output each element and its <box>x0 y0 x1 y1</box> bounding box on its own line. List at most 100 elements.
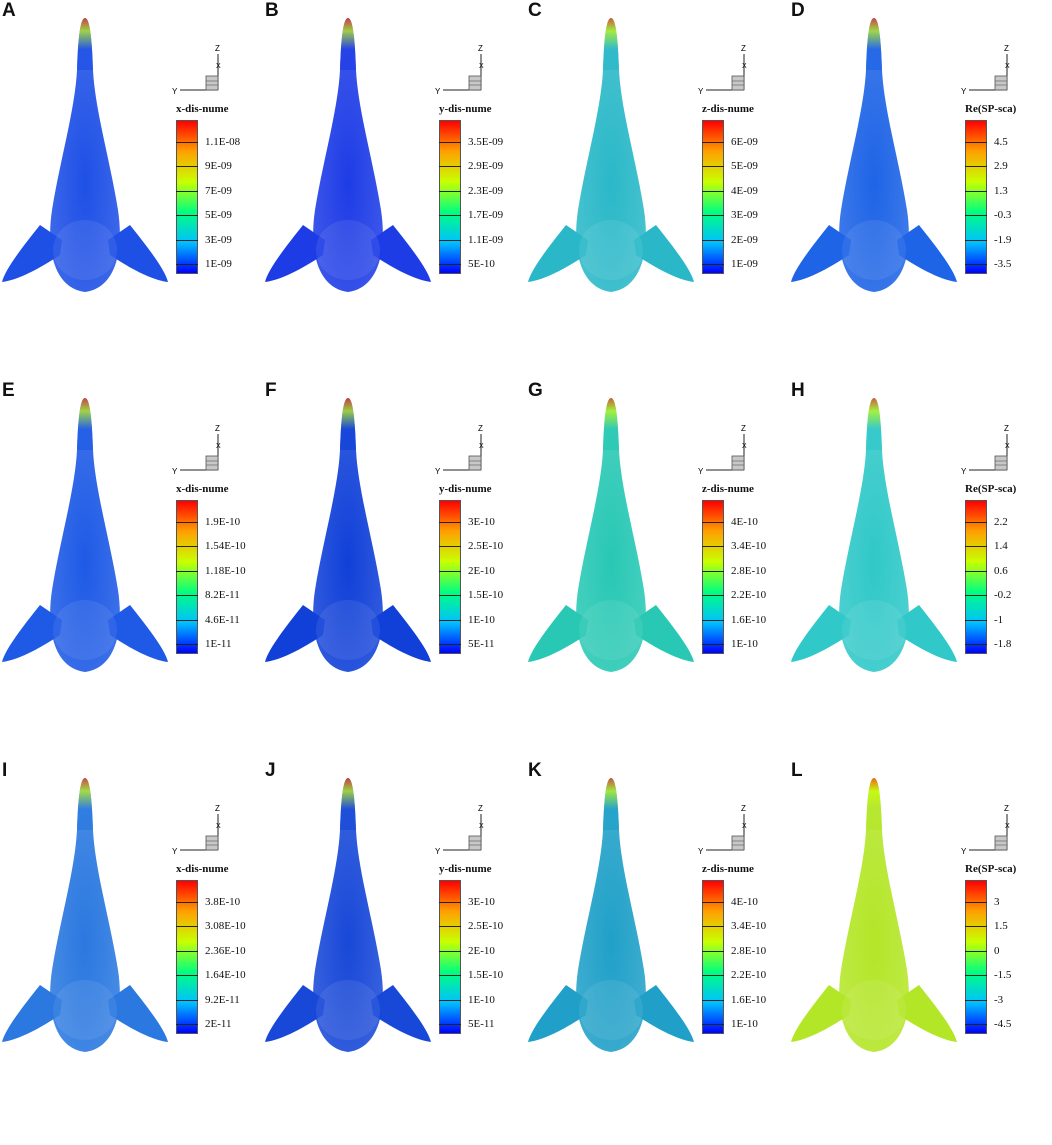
colorbar-tick <box>176 190 198 192</box>
fish-tail-highlight <box>340 398 356 450</box>
colorbar-tick <box>439 595 461 597</box>
colorbar-tick <box>965 239 987 241</box>
legend-title: y-dis-nume <box>439 863 492 875</box>
colorbar-tick <box>702 950 724 952</box>
panel-label: D <box>791 0 805 21</box>
colorbar-tick <box>439 166 461 168</box>
colorbar-tick <box>965 975 987 977</box>
axis-triad-icon: Y Z X <box>696 794 766 864</box>
colorbar-tick-label: 1.1E-09 <box>468 233 504 246</box>
colorbar-tick <box>702 190 724 192</box>
fish-fins <box>528 605 694 662</box>
panel-label: H <box>791 380 805 401</box>
colorbar-tick-label: 1.18E-10 <box>205 564 246 577</box>
axis-triad-icon: Y Z X <box>170 794 240 864</box>
colorbar-tick-label: 1E-11 <box>205 638 232 650</box>
colorbar-ticks: 3.5E-09 2.9E-09 2.3E-09 1.7E-09 1.1E-09 5E-10 <box>439 120 519 274</box>
legend-title: Re(SP-sca) <box>965 103 1017 115</box>
fish-contour-image <box>0 770 170 1060</box>
axis-x-label: X <box>216 63 221 70</box>
colorbar-tick <box>702 522 724 523</box>
fish-contour-image <box>526 10 696 300</box>
colorbar-tick <box>176 239 198 241</box>
colorbar-tick <box>965 902 987 903</box>
fish-body <box>50 18 120 292</box>
fish-tail-highlight <box>603 398 619 450</box>
colorbar-tick-label: 4E-10 <box>731 896 758 908</box>
legend-title: z-dis-nume <box>702 483 754 495</box>
fish-fins <box>528 225 694 282</box>
axis-x-label: X <box>1005 63 1010 70</box>
axis-y-label: Y <box>698 467 704 476</box>
fish-contour-image <box>0 390 170 680</box>
colorbar-tick <box>176 546 198 548</box>
axis-z-label: Z <box>1004 44 1009 53</box>
colorbar-tick-label: 3.4E-10 <box>731 920 767 933</box>
axis-z-label: Z <box>215 424 220 433</box>
colorbar-tick <box>965 264 987 265</box>
axis-x-label: X <box>479 443 484 450</box>
axis-triad-icon: Y Z X <box>959 414 1029 484</box>
legend-title: z-dis-nume <box>702 103 754 115</box>
colorbar-tick-label: -0.2 <box>994 589 1012 602</box>
colorbar-ticks: 3.8E-10 3.08E-10 2.36E-10 1.64E-10 9.2E-11 2E… <box>176 880 256 1034</box>
colorbar-tick-label: 3E-09 <box>731 209 758 222</box>
panel-label: G <box>528 380 543 401</box>
axis-y-label: Y <box>172 847 178 856</box>
fish-fins <box>265 605 431 662</box>
axis-x-label: X <box>216 823 221 830</box>
colorbar <box>439 500 461 654</box>
colorbar-tick <box>702 546 724 548</box>
fish-fins <box>2 605 168 662</box>
panel-label: J <box>265 760 276 781</box>
colorbar-tick <box>439 142 461 143</box>
fish-tail-highlight <box>77 18 93 70</box>
fish-body <box>576 398 646 672</box>
colorbar-tick-label: 5E-11 <box>468 638 495 650</box>
colorbar <box>702 880 724 1034</box>
axis-z-label: Z <box>741 424 746 433</box>
axis-triad-icon: Y Z X <box>696 34 766 104</box>
panel-label: E <box>2 380 15 401</box>
colorbar-tick-label: 1E-10 <box>468 613 495 626</box>
colorbar-tick <box>439 190 461 192</box>
axis-triad-icon: Y Z X <box>170 34 240 104</box>
colorbar-tick <box>965 999 987 1001</box>
colorbar-tick <box>439 1024 461 1025</box>
colorbar-tick-label: 3.08E-10 <box>205 920 246 933</box>
axis-x-label: X <box>742 443 747 450</box>
fish-tail-highlight <box>866 778 882 830</box>
legend-title: Re(SP-sca) <box>965 863 1017 875</box>
colorbar-tick-label: -4.5 <box>994 1018 1012 1030</box>
colorbar-ticks: 6E-09 5E-09 4E-09 3E-09 2E-09 1E-09 <box>702 120 782 274</box>
colorbar-tick-label: 1.4 <box>994 540 1008 553</box>
colorbar <box>176 120 198 274</box>
axis-x-label: X <box>1005 823 1010 830</box>
colorbar <box>439 120 461 274</box>
colorbar <box>439 880 461 1034</box>
axis-y-label: Y <box>435 467 441 476</box>
colorbar-ticks: 3E-10 2.5E-10 2E-10 1.5E-10 1E-10 5E-11 <box>439 500 519 654</box>
colorbar-tick <box>439 644 461 645</box>
colorbar-tick-label: 3 <box>994 896 1000 908</box>
axis-y-label: Y <box>172 467 178 476</box>
fish-tail-highlight <box>340 18 356 70</box>
colorbar-tick-label: 1.6E-10 <box>731 613 767 626</box>
axis-z-label: Z <box>478 804 483 813</box>
colorbar-tick-label: 2.5E-10 <box>468 920 504 933</box>
colorbar-tick-label: -3 <box>994 993 1004 1006</box>
colorbar-tick <box>439 926 461 928</box>
colorbar-tick-label: 2E-10 <box>468 564 495 577</box>
colorbar-tick-label: 1.3 <box>994 184 1008 197</box>
colorbar-tick-label: 5E-09 <box>205 209 232 222</box>
colorbar-tick <box>176 902 198 903</box>
colorbar-tick-label: -1.9 <box>994 233 1012 246</box>
fish-fins <box>265 985 431 1042</box>
colorbar-tick <box>702 902 724 903</box>
colorbar-tick <box>702 142 724 143</box>
colorbar-tick <box>176 142 198 143</box>
colorbar <box>965 880 987 1034</box>
colorbar-tick-label: 2E-10 <box>468 944 495 957</box>
